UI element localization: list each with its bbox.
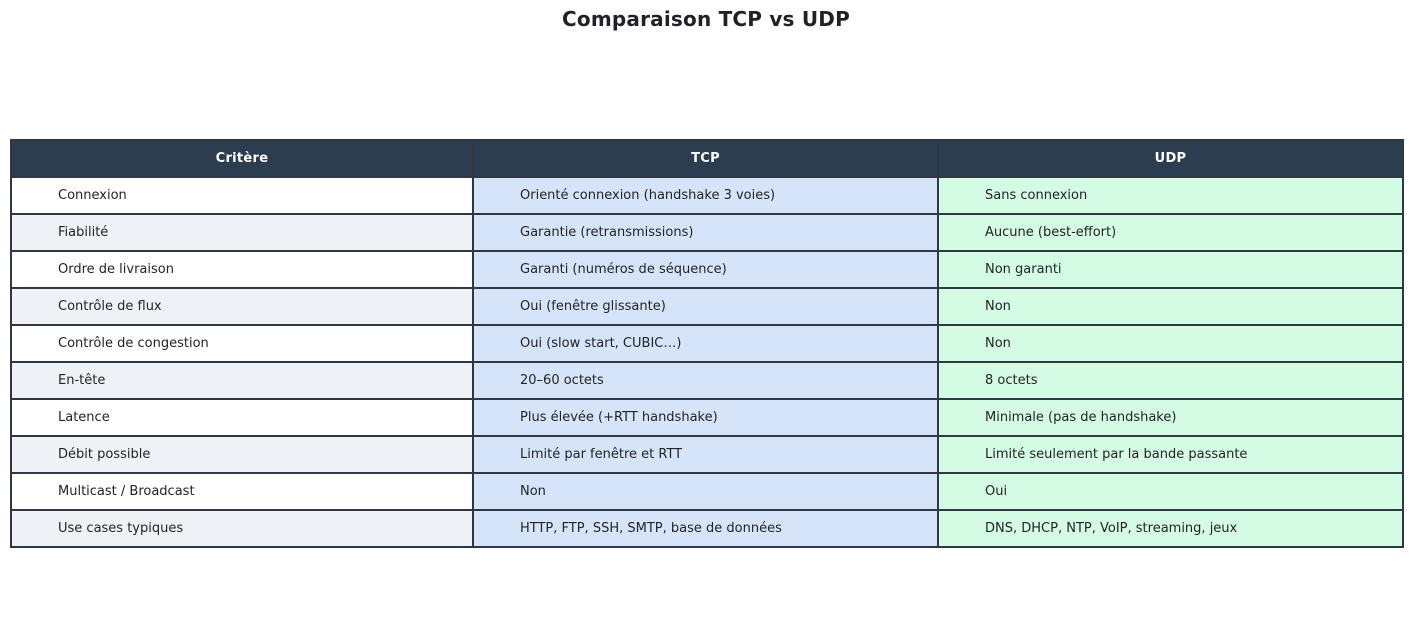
cell-udp: Minimale (pas de handshake) [937, 398, 1404, 437]
cell-udp: Limité seulement par la bande passante [937, 435, 1404, 474]
cell-tcp: Oui (slow start, CUBIC…) [472, 324, 939, 363]
cell-udp: 8 octets [937, 361, 1404, 400]
cell-udp: Oui [937, 472, 1404, 511]
cell-udp: DNS, DHCP, NTP, VoIP, streaming, jeux [937, 509, 1404, 548]
cell-udp: Sans connexion [937, 176, 1404, 215]
cell-critere: Contrôle de flux [10, 287, 474, 326]
cell-tcp: Garanti (numéros de séquence) [472, 250, 939, 289]
cell-critere: Latence [10, 398, 474, 437]
table-row: Multicast / Broadcast Non Oui [10, 472, 1404, 511]
table-row: Latence Plus élevée (+RTT handshake) Min… [10, 398, 1404, 437]
cell-udp: Non [937, 287, 1404, 326]
cell-udp: Aucune (best-effort) [937, 213, 1404, 252]
cell-tcp: Orienté connexion (handshake 3 voies) [472, 176, 939, 215]
table-row: Fiabilité Garantie (retransmissions) Auc… [10, 213, 1404, 252]
cell-tcp: Non [472, 472, 939, 511]
col-header-tcp: TCP [472, 139, 939, 178]
cell-tcp: Garantie (retransmissions) [472, 213, 939, 252]
cell-critere: Fiabilité [10, 213, 474, 252]
table-row: Connexion Orienté connexion (handshake 3… [10, 176, 1404, 215]
table-row: Contrôle de flux Oui (fenêtre glissante)… [10, 287, 1404, 326]
table-row: En-tête 20–60 octets 8 octets [10, 361, 1404, 400]
table-body: Connexion Orienté connexion (handshake 3… [10, 176, 1404, 548]
table-row: Use cases typiques HTTP, FTP, SSH, SMTP,… [10, 509, 1404, 548]
cell-tcp: Oui (fenêtre glissante) [472, 287, 939, 326]
cell-critere: Contrôle de congestion [10, 324, 474, 363]
cell-critere: Connexion [10, 176, 474, 215]
cell-critere: Multicast / Broadcast [10, 472, 474, 511]
cell-critere: Use cases typiques [10, 509, 474, 548]
cell-critere: En-tête [10, 361, 474, 400]
header-row: Critère TCP UDP [10, 139, 1404, 178]
cell-tcp: HTTP, FTP, SSH, SMTP, base de données [472, 509, 939, 548]
cell-critere: Ordre de livraison [10, 250, 474, 289]
table-row: Débit possible Limité par fenêtre et RTT… [10, 435, 1404, 474]
cell-critere: Débit possible [10, 435, 474, 474]
cell-tcp: Plus élevée (+RTT handshake) [472, 398, 939, 437]
col-header-udp: UDP [937, 139, 1404, 178]
table-row: Ordre de livraison Garanti (numéros de s… [10, 250, 1404, 289]
table-row: Contrôle de congestion Oui (slow start, … [10, 324, 1404, 363]
cell-udp: Non garanti [937, 250, 1404, 289]
table-header: Critère TCP UDP [10, 139, 1404, 178]
cell-udp: Non [937, 324, 1404, 363]
comparison-table: Critère TCP UDP Connexion Orienté connex… [10, 139, 1404, 548]
col-header-critere: Critère [10, 139, 474, 178]
cell-tcp: Limité par fenêtre et RTT [472, 435, 939, 474]
page-title: Comparaison TCP vs UDP [562, 7, 850, 31]
cell-tcp: 20–60 octets [472, 361, 939, 400]
